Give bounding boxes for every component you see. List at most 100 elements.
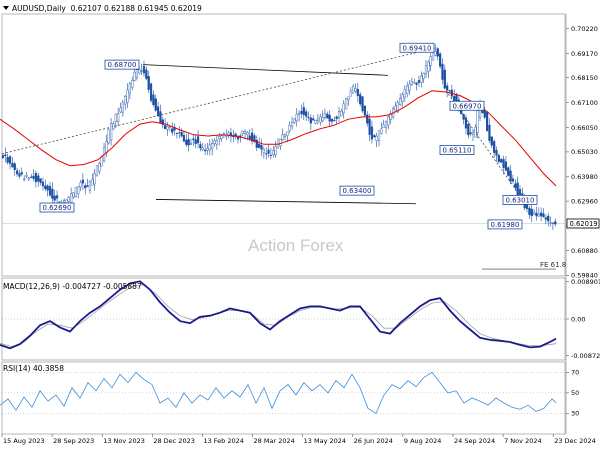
candle-body	[86, 185, 89, 187]
price-tick-label: 0.59840	[571, 272, 598, 280]
candle-body	[262, 148, 265, 153]
candle-body	[6, 157, 9, 163]
candle-body	[41, 181, 45, 187]
candle-body	[537, 213, 540, 217]
candle-body	[211, 142, 214, 149]
candle-body	[290, 122, 294, 127]
candle-body	[349, 90, 352, 97]
candle-body	[511, 178, 515, 182]
candle-body	[98, 163, 101, 172]
candle-body	[37, 175, 40, 182]
candle-body	[467, 123, 470, 136]
candle-body	[377, 130, 381, 141]
price-level-label-box	[502, 195, 538, 205]
candle-body	[462, 114, 465, 120]
candle-body	[70, 193, 73, 203]
candle-body	[326, 113, 329, 119]
candle-body	[471, 132, 475, 136]
candle-body	[171, 128, 174, 133]
candle-body	[236, 136, 240, 140]
price-tick-label: 0.69170	[571, 50, 598, 58]
candle-body	[180, 131, 183, 137]
price-level-label: 0.62690	[43, 204, 72, 212]
candle-body	[265, 153, 268, 155]
candle-body	[307, 116, 310, 118]
candle-body	[464, 117, 468, 129]
candle-body	[250, 132, 254, 142]
candle-body	[554, 221, 557, 225]
candle-body	[314, 119, 317, 124]
candle-body	[283, 134, 287, 137]
candle-body	[124, 95, 127, 105]
rsi-panel-title: RSI(14) 40.3858	[3, 364, 64, 373]
candle-body	[272, 150, 275, 155]
rsi-tick-label: 30	[571, 410, 579, 418]
candle-body	[199, 144, 202, 149]
candle-body	[474, 126, 477, 138]
candle-body	[483, 109, 486, 118]
candle-body	[39, 178, 42, 183]
price-level-label-box	[487, 219, 523, 230]
candle-body	[514, 183, 517, 189]
macd-line	[0, 280, 557, 350]
collapse-triangle-icon[interactable]	[3, 6, 9, 10]
candle-body	[126, 89, 129, 103]
candle-body	[361, 96, 364, 112]
x-tick-label: 13 Nov 2023	[103, 437, 145, 445]
candle-body	[490, 136, 493, 146]
candle-body	[246, 131, 249, 135]
macd-signal-line	[0, 284, 557, 348]
candle-body	[321, 117, 324, 122]
lower-channel-line	[155, 199, 417, 205]
candle-body	[300, 111, 303, 114]
candle-body	[399, 98, 402, 105]
candle-body	[27, 177, 30, 180]
candle-body	[337, 111, 341, 118]
candle-body	[486, 111, 489, 131]
candle-body	[187, 139, 190, 146]
candle-body	[1, 155, 5, 158]
candle-body	[333, 119, 336, 121]
x-tick-label: 28 Sep 2023	[53, 437, 94, 445]
candle-body	[258, 143, 261, 148]
candle-body	[13, 163, 16, 170]
candle-body	[530, 208, 533, 217]
candle-body	[152, 94, 155, 105]
candle-body	[356, 89, 359, 96]
candle-body	[387, 116, 390, 126]
price-level-label-box	[399, 42, 435, 53]
candle-body	[48, 186, 52, 196]
candle-body	[488, 124, 491, 141]
candle-body	[161, 119, 164, 125]
candle-body	[504, 161, 507, 171]
candle-body	[135, 69, 139, 78]
candle-body	[495, 149, 498, 156]
x-tick-label: 24 Sep 2024	[454, 437, 495, 445]
price-tick-label: 0.63980	[571, 173, 598, 181]
candle-body	[298, 113, 301, 116]
candle-body	[547, 215, 550, 222]
candle-body	[342, 103, 345, 114]
candle-body	[185, 139, 188, 145]
candle-body	[312, 118, 315, 121]
candle-body	[279, 138, 282, 147]
candle-body	[396, 102, 399, 113]
candle-body	[389, 113, 392, 120]
price-level-label: 0.68700	[108, 61, 137, 69]
candle-body	[145, 69, 148, 79]
candle-body	[30, 176, 33, 178]
price-tick-label: 0.67100	[571, 99, 598, 107]
candle-body	[544, 217, 547, 220]
candle-body	[192, 138, 195, 140]
candle-body	[366, 114, 369, 124]
candle-body	[51, 188, 54, 199]
candle-body	[220, 135, 223, 139]
price-tick-label: 0.65030	[571, 148, 598, 156]
candle-body	[196, 136, 200, 144]
x-tick-label: 23 Dec 2024	[554, 437, 596, 445]
candle-body	[403, 89, 406, 98]
candle-body	[448, 90, 451, 92]
candle-body	[384, 120, 388, 129]
candle-body	[295, 113, 298, 121]
candle-body	[25, 175, 28, 177]
